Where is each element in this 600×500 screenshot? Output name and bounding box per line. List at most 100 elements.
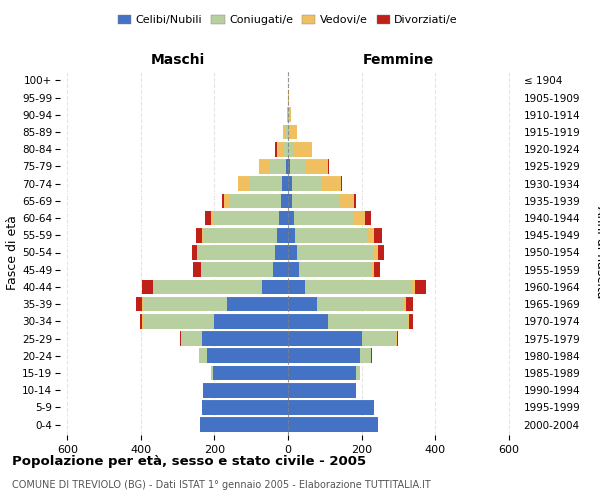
Text: Femmine: Femmine [362,52,434,66]
Bar [227,297,288,312]
Bar [340,194,354,208]
Bar [197,245,198,260]
Y-axis label: Anni di nascita: Anni di nascita [594,206,600,298]
Bar [297,245,373,260]
Bar [293,210,354,226]
Bar [275,245,288,260]
Bar [356,366,360,380]
Bar [288,400,374,415]
Text: Maschi: Maschi [151,52,205,66]
Bar [259,159,269,174]
Bar [286,159,288,174]
Bar [288,90,289,105]
Bar [181,332,202,346]
Y-axis label: Fasce di età: Fasce di età [7,215,19,290]
Bar [288,142,293,156]
Bar [404,297,406,312]
Bar [284,142,288,156]
Bar [288,332,362,346]
Bar [281,194,288,208]
Bar [279,210,288,226]
Bar [328,314,407,328]
Bar [371,348,372,363]
Bar [354,194,356,208]
Bar [292,176,321,191]
Bar [407,314,409,328]
Bar [222,194,224,208]
Bar [205,210,211,226]
Bar [277,228,288,242]
Bar [288,262,299,277]
Bar [290,124,297,140]
Bar [180,332,181,346]
Bar [373,245,378,260]
Bar [397,332,398,346]
Bar [288,383,356,398]
Bar [269,159,286,174]
Bar [317,297,404,312]
Bar [211,210,214,226]
Bar [142,280,153,294]
Bar [288,280,305,294]
Legend: Celibi/Nubili, Coniugati/e, Vedovi/e, Divorziati/e: Celibi/Nubili, Coniugati/e, Vedovi/e, Di… [113,10,463,30]
Bar [374,262,380,277]
Bar [288,194,292,208]
Bar [411,280,415,294]
Bar [201,262,202,277]
Bar [341,176,342,191]
Bar [212,366,288,380]
Bar [283,124,286,140]
Bar [288,348,360,363]
Bar [287,108,288,122]
Bar [191,245,197,260]
Bar [378,245,383,260]
Bar [288,314,328,328]
Bar [136,297,142,312]
Bar [293,142,312,156]
Bar [295,228,367,242]
Bar [229,194,281,208]
Bar [365,210,371,226]
Bar [367,228,374,242]
Bar [362,332,397,346]
Bar [154,280,262,294]
Bar [273,262,288,277]
Bar [203,383,288,398]
Bar [275,142,277,156]
Bar [200,418,288,432]
Bar [153,280,154,294]
Text: COMUNE DI TREVIOLO (BG) - Dati ISTAT 1° gennaio 2005 - Elaborazione TUTTITALIA.I: COMUNE DI TREVIOLO (BG) - Dati ISTAT 1° … [12,480,431,490]
Bar [224,194,229,208]
Bar [200,348,207,363]
Bar [286,124,288,140]
Bar [374,228,382,242]
Bar [143,297,227,312]
Bar [214,210,279,226]
Bar [415,280,426,294]
Bar [288,297,317,312]
Bar [202,400,288,415]
Bar [288,245,297,260]
Bar [143,314,214,328]
Bar [202,332,288,346]
Bar [193,262,201,277]
Bar [289,108,290,122]
Bar [203,228,277,242]
Bar [196,228,202,242]
Bar [198,245,275,260]
Text: Popolazione per età, sesso e stato civile - 2005: Popolazione per età, sesso e stato civil… [12,455,366,468]
Bar [406,297,413,312]
Bar [288,210,293,226]
Bar [238,176,250,191]
Bar [142,297,143,312]
Bar [262,280,288,294]
Bar [305,159,328,174]
Bar [277,142,284,156]
Bar [142,314,143,328]
Bar [371,262,374,277]
Bar [288,176,292,191]
Bar [360,348,371,363]
Bar [354,210,365,226]
Bar [288,228,295,242]
Bar [305,280,411,294]
